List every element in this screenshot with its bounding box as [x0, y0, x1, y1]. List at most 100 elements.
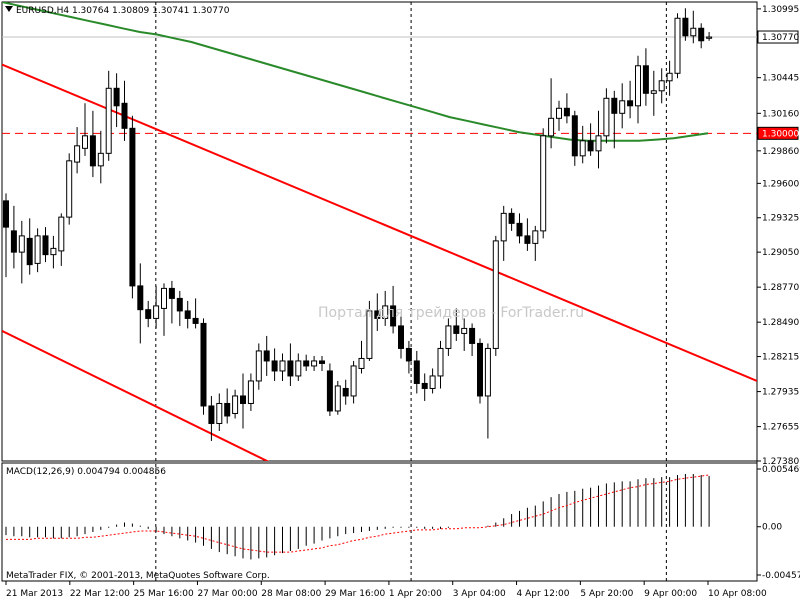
period-separators: [155, 2, 667, 581]
candle: [405, 340, 412, 374]
macd-histogram: [5, 473, 710, 560]
candle-body-bull: [366, 310, 373, 359]
candle-body-bear: [240, 395, 246, 404]
candle: [295, 353, 302, 381]
candle-body-bear: [698, 27, 705, 42]
candle-body-bear: [627, 100, 634, 107]
candle-body-bull: [445, 325, 452, 349]
candle-body-bear: [421, 382, 428, 389]
candle: [168, 280, 175, 324]
candle: [319, 355, 325, 371]
candle: [326, 363, 333, 416]
candle: [342, 379, 349, 405]
level-price-tag-box: [757, 126, 799, 140]
candle-body-bear: [374, 310, 381, 319]
triangle-down-icon[interactable]: [5, 6, 13, 12]
candle-body-bear: [516, 222, 523, 237]
candle-body-bear: [271, 360, 278, 372]
candle-body-bull: [603, 97, 610, 137]
candle-body-bull: [635, 65, 641, 107]
candle-body-bear: [413, 360, 420, 384]
candle-body-bull: [461, 327, 468, 334]
candle: [240, 373, 246, 429]
price-tick-label: 1.29325: [762, 214, 799, 224]
candle: [129, 115, 136, 299]
macd-label: MACD(12,26,9) 0.004794 0.004856: [6, 467, 166, 477]
candle-body-bull: [706, 36, 713, 39]
price-tick-label: 1.28770: [762, 283, 799, 293]
candle: [82, 103, 88, 156]
candle: [271, 348, 278, 381]
copyright-text: MetaTrader FIX, © 2001-2013, MetaQuotes …: [6, 571, 270, 581]
candle-body-bull: [295, 360, 302, 377]
candle: [287, 343, 294, 386]
candle: [674, 13, 681, 79]
candle: [627, 80, 634, 119]
candle: [635, 55, 641, 124]
candle-body-bear: [287, 360, 294, 377]
candle-body-bull: [350, 365, 357, 397]
candle: [524, 218, 531, 251]
price-tick-label: 1.29600: [762, 179, 799, 189]
candle: [145, 300, 152, 328]
candle-body-bull: [311, 360, 318, 367]
candle: [232, 389, 239, 419]
candle: [105, 70, 112, 161]
candle-body-bull: [358, 357, 365, 369]
candle-body-bear: [3, 200, 9, 228]
candle-body-bull: [255, 350, 262, 382]
candle: [540, 128, 547, 239]
candle: [532, 225, 539, 261]
candle: [642, 48, 649, 106]
candle-body-bull: [540, 135, 547, 232]
candle: [453, 308, 460, 341]
candle: [374, 293, 381, 331]
candle: [42, 227, 49, 263]
candle-body-bear: [682, 17, 689, 37]
candle: [579, 125, 586, 164]
candle: [690, 10, 697, 44]
symbol-header: EURUSD,H4 1.30764 1.30809 1.30741 1.3077…: [16, 6, 230, 16]
candle-body-bear: [326, 370, 333, 412]
current-price-tag-box: [757, 30, 799, 44]
macd-tick-label: 0.005469: [762, 465, 800, 475]
candle-body-bull: [382, 305, 389, 319]
candle-body-bear: [26, 237, 33, 266]
candle-body-bull: [58, 216, 65, 252]
candle: [563, 93, 570, 124]
macd-signal-line: [6, 474, 710, 553]
level-price-tag-label: 1.30000: [762, 129, 799, 139]
candle: [208, 395, 215, 441]
channel-lower-line: [2, 330, 270, 461]
candle: [18, 220, 25, 284]
candle-body-bull: [500, 212, 507, 242]
candle: [334, 380, 341, 415]
candle: [437, 340, 444, 389]
candle-body-bull: [556, 107, 562, 119]
candle: [311, 355, 318, 371]
candle: [398, 315, 404, 359]
candle-body-bull: [66, 160, 73, 218]
candle-body-bull: [666, 72, 673, 82]
candle-body-bull: [595, 135, 602, 152]
candle-body-bull: [50, 247, 57, 256]
candle: [3, 193, 9, 278]
candle: [390, 285, 397, 334]
current-price-tag-label: 1.30770: [762, 33, 799, 43]
price-tick-label: 1.28215: [762, 353, 799, 363]
candle: [137, 263, 144, 344]
candle: [58, 213, 65, 266]
price-tick-label: 1.30445: [762, 74, 799, 84]
candle-body-bear: [208, 405, 215, 424]
candle: [34, 228, 41, 273]
candle-body-bear: [469, 327, 476, 344]
candle-body-bear: [563, 107, 570, 117]
time-tick-labels: 21 Mar 2013 22 Mar 12:00 25 Mar 16:00 27 Ma…: [5, 581, 767, 599]
price-tick-label: 1.29050: [762, 248, 799, 258]
candle-body-bull: [82, 135, 88, 149]
candle: [50, 235, 57, 269]
candle-body-bear: [405, 347, 412, 362]
candle-body-bull: [97, 152, 104, 167]
candle: [484, 343, 491, 439]
candle-body-bear: [524, 235, 531, 244]
